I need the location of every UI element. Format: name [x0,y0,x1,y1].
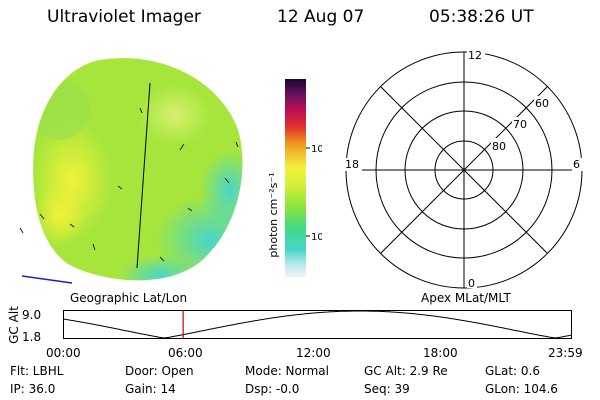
status-gain: Gain: 14 [125,382,176,396]
altitude-tick-high: 9.0 [22,308,42,322]
apex-label: Apex MLat/MLT [421,291,511,305]
colorbar-unit-label: photon cm⁻²s⁻¹ [267,172,280,257]
status-door: Door: Open [125,364,194,378]
altitude-axis-label: GC Alt [7,306,21,344]
time-label: 05:38:26 UT [429,7,534,27]
date-label: 12 Aug 07 [277,7,365,27]
plot-frame [63,310,572,339]
coastline-segment [21,275,73,284]
time-tick-2359: 23:59 [548,346,583,360]
time-tick-1800: 18:00 [423,346,458,360]
mlt-label-18: 18 [345,158,359,171]
time-tick-0000: 00:00 [46,346,81,360]
geographic-label: Geographic Lat/Lon [70,291,188,305]
status-filter: Flt: LBHL [10,364,64,378]
lat-label-80: 80 [492,140,506,153]
altitude-curve [63,310,572,339]
mlt-label-12: 12 [468,49,482,62]
altitude-plot [63,310,572,339]
colorbar-tick-10: 10 [311,232,322,243]
lat-label-60: 60 [535,97,549,110]
status-ip: IP: 36.0 [10,382,56,396]
lat-label-70: 70 [513,118,527,131]
polar-grid: 12 18 6 0 60 70 80 [344,47,584,290]
instrument-title: Ultraviolet Imager [47,7,201,27]
status-seq: Seq: 39 [364,382,410,396]
status-glat: GLat: 0.6 [485,364,540,378]
time-tick-1200: 12:00 [296,346,331,360]
mlt-label-6: 6 [573,158,580,171]
meridian-line [136,82,151,269]
colorbar: 100 10 photon cm⁻²s⁻¹ [267,79,322,277]
colorbar-tick-100: 100 [311,144,322,155]
artifact-marks [19,107,239,262]
status-gc-alt: GC Alt: 2.9 Re [364,364,448,378]
status-dsp: Dsp: -0.0 [245,382,300,396]
mlt-label-0: 0 [468,277,475,290]
time-tick-0600: 06:00 [168,346,203,360]
status-glon: GLon: 104.6 [485,382,558,396]
auroral-image [19,58,243,284]
status-mode: Mode: Normal [245,364,329,378]
altitude-tick-low: 1.8 [22,330,42,344]
